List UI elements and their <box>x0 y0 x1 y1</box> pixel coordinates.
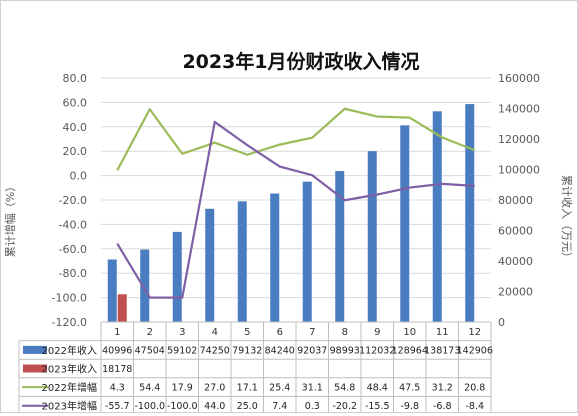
data-label: 48.4 <box>367 383 388 394</box>
right-tick-label: 20000 <box>498 286 533 299</box>
data-label: -20.2 <box>332 401 357 412</box>
left-tick-label: -120.0 <box>52 316 87 329</box>
data-label: 74250 <box>200 345 230 356</box>
bar <box>205 209 214 322</box>
data-label: 59102 <box>167 345 197 356</box>
category-label: 2 <box>147 327 153 338</box>
category-label: 12 <box>468 327 481 338</box>
category-label: 9 <box>374 327 380 338</box>
legend-label: 2022年增幅 <box>42 381 97 394</box>
data-label: 92037 <box>297 345 327 356</box>
data-label: 138173 <box>424 345 460 356</box>
data-label: 31.2 <box>432 383 453 394</box>
right-tick-label: 40000 <box>498 255 533 268</box>
category-label: 7 <box>309 327 315 338</box>
left-tick-label: -60.0 <box>59 243 87 256</box>
category-label: 3 <box>179 327 185 338</box>
category-label: 5 <box>244 327 250 338</box>
right-axis-ticks: 160000 140000 120000 100000 80000 60000 40000 2… <box>498 72 540 329</box>
data-label: 4.3 <box>110 383 125 394</box>
left-tick-label: 60.0 <box>63 96 88 109</box>
series-lines <box>117 109 475 298</box>
data-label: -6.8 <box>433 401 452 412</box>
left-tick-label: 0.0 <box>70 170 88 183</box>
left-tick-label: -80.0 <box>59 267 87 280</box>
gridlines <box>101 78 491 322</box>
bar <box>118 294 127 322</box>
data-label: 47.5 <box>399 383 420 394</box>
left-axis-label: 累计增幅（%） <box>3 181 17 257</box>
data-label: 79132 <box>232 345 262 356</box>
category-label: 8 <box>342 327 348 338</box>
data-label: 84240 <box>265 345 295 356</box>
data-label: 54.4 <box>139 383 160 394</box>
right-tick-label: 60000 <box>498 225 533 238</box>
left-tick-label: 20.0 <box>63 145 88 158</box>
series-line <box>117 109 475 171</box>
category-label: 1 <box>114 327 120 338</box>
bar <box>368 151 377 322</box>
right-tick-label: 140000 <box>498 103 540 116</box>
data-label: -9.8 <box>400 401 419 412</box>
left-tick-label: -40.0 <box>59 218 87 231</box>
bars <box>108 104 475 322</box>
data-label: 25.0 <box>237 401 258 412</box>
left-tick-label: -20.0 <box>59 194 87 207</box>
category-label: 11 <box>436 327 449 338</box>
left-tick-label: 80.0 <box>63 72 88 85</box>
data-label: -8.4 <box>465 401 484 412</box>
bar <box>465 104 474 322</box>
right-tick-label: 120000 <box>498 133 540 146</box>
data-label: 7.4 <box>272 401 287 412</box>
bar <box>108 259 117 322</box>
legend-label: 2023年增幅 <box>42 400 97 412</box>
left-axis-ticks: 80.0 60.0 40.0 20.0 0.0 -20.0 -40.0 -60.0 -80.0 -… <box>52 72 87 329</box>
data-label: 27.0 <box>204 383 225 394</box>
data-label: 17.9 <box>172 383 193 394</box>
chart-title: 2023年1月份财政收入情况 <box>182 50 419 73</box>
series-line <box>117 122 475 298</box>
data-label: 0.3 <box>305 401 320 412</box>
data-label: 18178 <box>102 364 132 375</box>
bar <box>238 201 247 322</box>
bar <box>270 194 279 322</box>
category-label: 10 <box>403 327 416 338</box>
data-label: 128964 <box>392 345 428 356</box>
left-tick-label: -100.0 <box>52 292 87 305</box>
data-label: -100.0 <box>167 401 198 412</box>
legend-label: 2022年收入 <box>42 344 97 357</box>
category-label: 6 <box>277 327 283 338</box>
data-label: 17.1 <box>237 383 258 394</box>
right-axis-label: 累计收入（万元） <box>560 175 574 263</box>
data-label: 44.0 <box>204 401 225 412</box>
right-tick-label: 80000 <box>498 194 533 207</box>
right-tick-label: 100000 <box>498 164 540 177</box>
left-tick-label: 40.0 <box>63 121 88 134</box>
data-label: 98993 <box>330 345 360 356</box>
data-label: -15.5 <box>365 401 390 412</box>
right-tick-label: 0 <box>498 316 505 329</box>
data-label: -100.0 <box>134 401 165 412</box>
data-label: 31.1 <box>302 383 323 394</box>
category-label: 4 <box>212 327 218 338</box>
data-label: -55.7 <box>105 401 130 412</box>
legend-label: 2023年收入 <box>42 363 97 376</box>
data-label: 142906 <box>457 345 493 356</box>
data-label: 54.8 <box>334 383 355 394</box>
right-tick-label: 160000 <box>498 72 540 85</box>
data-label: 112032 <box>359 345 395 356</box>
data-label: 40996 <box>102 345 132 356</box>
bar <box>173 232 182 322</box>
bar <box>400 125 409 322</box>
data-label: 25.4 <box>269 383 290 394</box>
data-label: 47504 <box>135 345 165 356</box>
data-label: 20.8 <box>464 383 485 394</box>
bar <box>303 182 312 322</box>
bar <box>433 111 442 322</box>
